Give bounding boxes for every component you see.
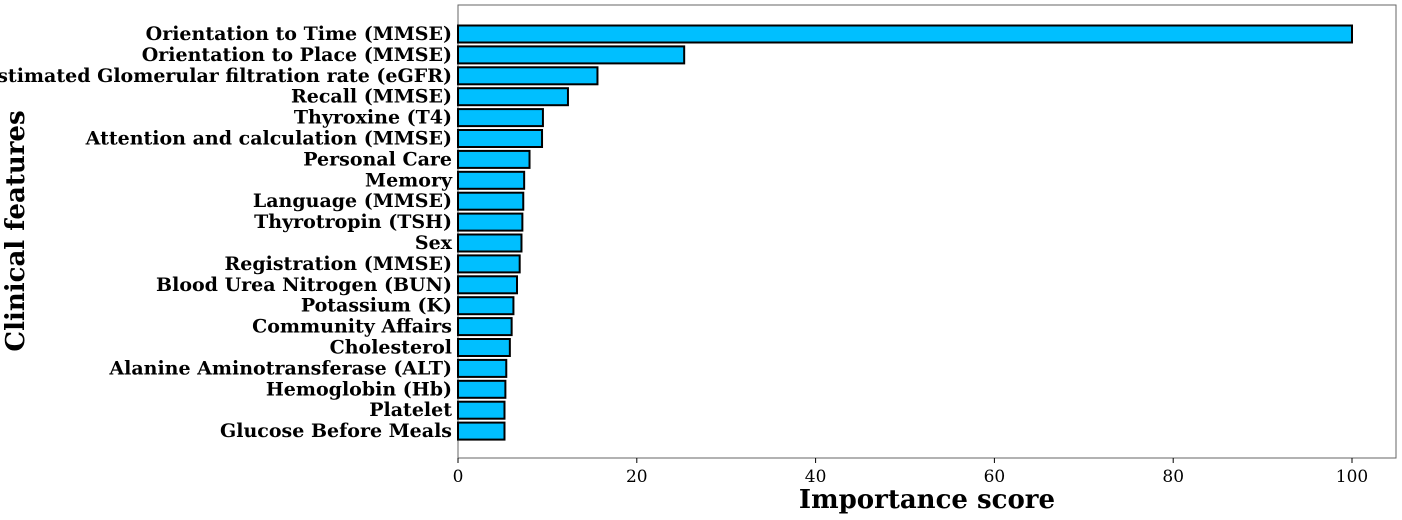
bar xyxy=(457,108,544,128)
bar xyxy=(457,317,513,337)
y-axis-title: Clinical features xyxy=(1,110,31,351)
category-label: Blood Urea Nitrogen (BUN) xyxy=(156,274,452,296)
category-label: Language (MMSE) xyxy=(253,190,452,212)
category-label: Registration (MMSE) xyxy=(224,253,452,275)
bar xyxy=(457,66,599,86)
x-tick-label: 100 xyxy=(1336,467,1368,487)
bar xyxy=(457,338,511,357)
category-label: Community Affairs xyxy=(252,316,452,338)
bar xyxy=(457,254,521,274)
bar xyxy=(457,170,526,190)
bar xyxy=(457,87,569,107)
category-label: Platelet xyxy=(369,399,452,421)
category-label: Memory xyxy=(365,169,453,191)
category-label: Orientation to Place (MMSE) xyxy=(142,44,452,66)
bar xyxy=(457,296,515,316)
x-tick-label: 60 xyxy=(984,467,1006,487)
x-axis-title: Importance score xyxy=(799,485,1055,515)
category-label: Cholesterol xyxy=(330,337,452,359)
bar xyxy=(457,24,1353,44)
bar xyxy=(457,400,506,420)
bar xyxy=(457,45,686,65)
bar xyxy=(457,275,519,295)
category-label: Recall (MMSE) xyxy=(291,86,452,108)
category-label: Attention and calculation (MMSE) xyxy=(85,128,452,150)
category-label: Thyrotropin (TSH) xyxy=(254,211,452,233)
category-label: Personal Care xyxy=(303,148,452,170)
bar xyxy=(457,129,544,148)
bars-group xyxy=(457,24,1353,441)
x-tick-label: 0 xyxy=(453,467,464,487)
category-label: Thyroxine (T4) xyxy=(294,107,452,129)
category-label: Orientation to Time (MMSE) xyxy=(146,23,452,45)
bar xyxy=(457,233,523,253)
bar xyxy=(457,149,531,169)
x-ticks-group: 0 20 40 60 80 100 xyxy=(453,458,1368,487)
bar xyxy=(457,191,525,211)
category-label: Estimated Glomerular filtration rate (eG… xyxy=(0,65,452,87)
category-label: Hemoglobin (Hb) xyxy=(266,378,452,400)
bar xyxy=(457,358,508,378)
category-label: Glucose Before Meals xyxy=(220,420,452,442)
plot-area-frame xyxy=(457,4,1397,459)
x-tick-label: 40 xyxy=(805,467,827,487)
category-label: Sex xyxy=(415,232,453,254)
category-labels-group: Orientation to Time (MMSE)Orientation to… xyxy=(0,23,453,442)
bar xyxy=(457,421,506,441)
x-tick-label: 80 xyxy=(1162,467,1184,487)
category-label: Potassium (K) xyxy=(301,295,452,317)
bar xyxy=(457,212,524,232)
x-tick-label: 20 xyxy=(626,467,648,487)
category-label: Alanine Aminotransferase (ALT) xyxy=(108,357,452,379)
bar xyxy=(457,379,507,399)
